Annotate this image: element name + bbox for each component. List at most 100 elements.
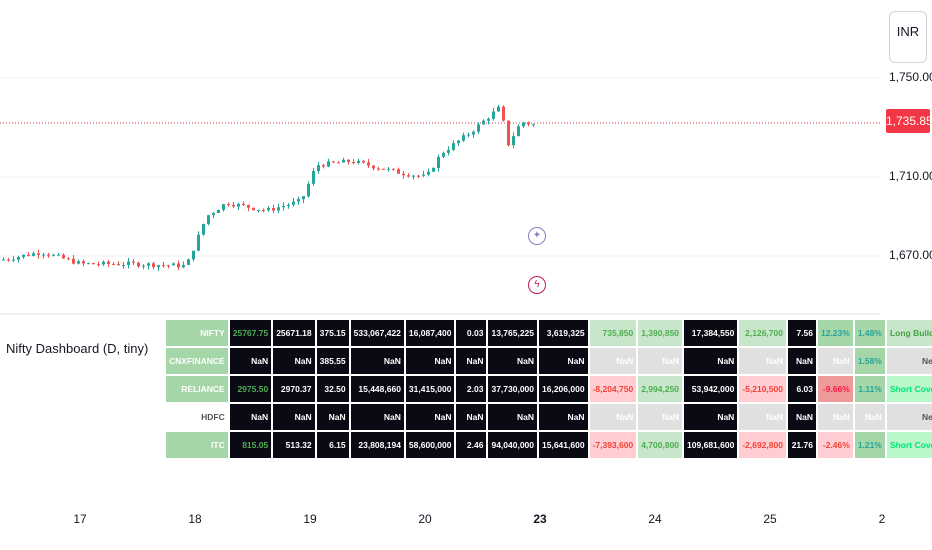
candle-body bbox=[502, 106, 505, 121]
table-cell: 13,765,225 bbox=[488, 320, 538, 346]
candle-body bbox=[462, 135, 465, 141]
candle-body bbox=[217, 209, 220, 213]
table-cell: 17,384,550 bbox=[684, 320, 738, 346]
status-cell: Neutral bbox=[886, 404, 932, 430]
indicator-title[interactable]: Nifty Dashboard (D, tiny) bbox=[6, 341, 149, 356]
table-cell: -5,210,500 bbox=[739, 376, 786, 402]
star-icon[interactable]: ✦ bbox=[528, 227, 546, 245]
symbol-cell: RELIANCE bbox=[166, 376, 228, 402]
table-cell: 2970.37 bbox=[273, 376, 315, 402]
table-cell: 385.55 bbox=[316, 348, 349, 374]
candle-body bbox=[532, 124, 535, 126]
table-cell: NaN bbox=[405, 404, 455, 430]
currency-button[interactable]: INR bbox=[889, 11, 927, 63]
table-cell: -2,692,800 bbox=[739, 432, 786, 458]
candle-body bbox=[117, 264, 120, 266]
table-cell: NaN bbox=[589, 404, 637, 430]
table-cell: -2.46% bbox=[817, 432, 853, 458]
table-cell: NaN bbox=[539, 348, 588, 374]
table-cell: 815.05 bbox=[229, 432, 272, 458]
candle-body bbox=[282, 205, 285, 208]
candle-body bbox=[207, 215, 210, 224]
candle-body bbox=[132, 261, 135, 263]
table-cell: 15,641,600 bbox=[539, 432, 588, 458]
table-cell: NaN bbox=[684, 348, 738, 374]
candle-body bbox=[392, 168, 395, 170]
candle-body bbox=[452, 143, 455, 150]
table-row: HDFC NaN NaN NaN NaN NaN NaN NaN NaN NaN… bbox=[166, 404, 932, 430]
candle-body bbox=[32, 253, 35, 256]
table-cell: 16,087,400 bbox=[405, 320, 455, 346]
horizontal-gridlines bbox=[0, 77, 880, 257]
candle-body bbox=[82, 261, 85, 264]
table-row: NIFTY 25767.75 25671.18 375.15 533,067,4… bbox=[166, 320, 932, 346]
price-chart[interactable] bbox=[0, 0, 880, 510]
table-cell: NaN bbox=[229, 348, 272, 374]
table-cell: 4,700,800 bbox=[638, 432, 683, 458]
table-cell: NaN bbox=[273, 404, 315, 430]
table-cell: 94,040,000 bbox=[488, 432, 538, 458]
table-cell: NaN bbox=[787, 348, 816, 374]
candle-body bbox=[227, 204, 230, 206]
table-cell: 1.11% bbox=[854, 376, 885, 402]
candle-body bbox=[297, 199, 300, 202]
table-cell: 735,850 bbox=[589, 320, 637, 346]
table-cell: 6.03 bbox=[787, 376, 816, 402]
table-cell: NaN bbox=[854, 404, 885, 430]
candle-body bbox=[317, 165, 320, 172]
candle-body bbox=[507, 120, 510, 146]
table-cell: 32.50 bbox=[316, 376, 349, 402]
table-cell: NaN bbox=[350, 404, 404, 430]
candle-body bbox=[237, 203, 240, 207]
table-cell: 2.46 bbox=[456, 432, 487, 458]
table-cell: 25671.18 bbox=[273, 320, 315, 346]
table-cell: 23,808,194 bbox=[350, 432, 404, 458]
table-cell: NaN bbox=[739, 348, 786, 374]
table-cell: NaN bbox=[817, 348, 853, 374]
table-cell: -8,204,750 bbox=[589, 376, 637, 402]
candle-body bbox=[167, 265, 170, 267]
table-cell: 6.15 bbox=[316, 432, 349, 458]
table-cell: NaN bbox=[787, 404, 816, 430]
candle-body bbox=[402, 173, 405, 176]
candle-body bbox=[187, 259, 190, 265]
candle-body bbox=[432, 167, 435, 172]
candle-body bbox=[172, 263, 175, 266]
candle-body bbox=[472, 131, 475, 135]
symbol-cell: NIFTY bbox=[166, 320, 228, 346]
table-cell: 16,206,000 bbox=[539, 376, 588, 402]
table-cell: NaN bbox=[488, 348, 538, 374]
candle-body bbox=[127, 261, 130, 266]
table-cell: 1,390,850 bbox=[638, 320, 683, 346]
table-cell: 21.76 bbox=[787, 432, 816, 458]
candle-body bbox=[277, 207, 280, 211]
table-cell: NaN bbox=[739, 404, 786, 430]
lightning-icon[interactable]: ϟ bbox=[528, 276, 546, 294]
candle-body bbox=[27, 254, 30, 256]
table-cell: NaN bbox=[316, 404, 349, 430]
table-cell: 375.15 bbox=[316, 320, 349, 346]
table-cell: 2,994,250 bbox=[638, 376, 683, 402]
table-cell: 12.23% bbox=[817, 320, 853, 346]
x-axis-label: 18 bbox=[188, 512, 202, 526]
x-axis-label: 20 bbox=[418, 512, 432, 526]
candle-body bbox=[527, 122, 530, 125]
candle-body bbox=[342, 159, 345, 163]
candle-body bbox=[202, 223, 205, 235]
status-cell: Short Covering bbox=[886, 432, 932, 458]
table-cell: 15,448,660 bbox=[350, 376, 404, 402]
candle-body bbox=[72, 258, 75, 264]
candle-body bbox=[77, 261, 80, 264]
table-cell: 1.48% bbox=[854, 320, 885, 346]
table-cell: 58,600,000 bbox=[405, 432, 455, 458]
candle-body bbox=[147, 263, 150, 266]
candle-body bbox=[142, 265, 145, 267]
candle-body bbox=[2, 259, 5, 261]
candle-body bbox=[377, 168, 380, 170]
candle-body bbox=[417, 175, 420, 177]
candle-body bbox=[232, 205, 235, 207]
candle-body bbox=[242, 203, 245, 205]
table-cell: NaN bbox=[273, 348, 315, 374]
table-cell: NaN bbox=[589, 348, 637, 374]
candle-body bbox=[467, 134, 470, 136]
